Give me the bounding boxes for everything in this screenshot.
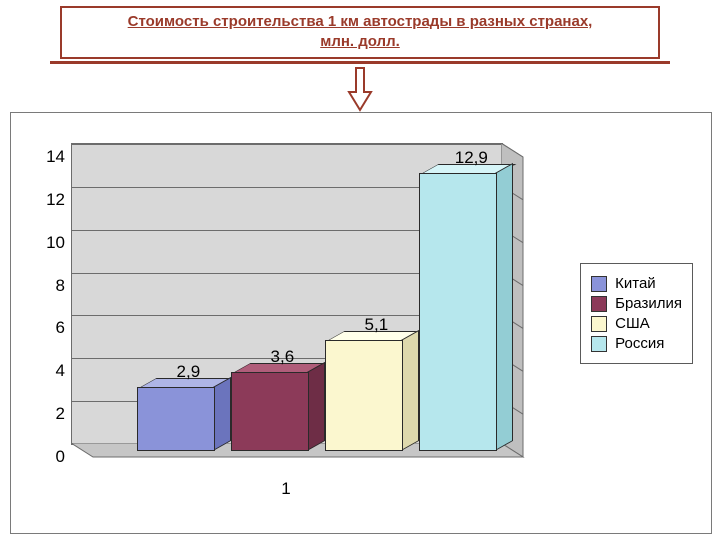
arrow-down [0, 66, 720, 112]
x-axis-label: 1 [71, 479, 501, 499]
legend-label: США [615, 315, 650, 332]
bar-value-label: 12,9 [455, 148, 488, 168]
legend: Китай Бразилия США Россия [580, 263, 693, 364]
legend-swatch [591, 276, 607, 292]
legend-item: Бразилия [591, 295, 682, 312]
legend-label: Россия [615, 335, 664, 352]
bar-value-label: 5,1 [365, 315, 389, 335]
legend-swatch [591, 316, 607, 332]
y-tick-label: 0 [56, 447, 65, 467]
plot-area: 02468101214 2,93,65,112,9 1 [71, 143, 501, 473]
y-tick-label: 2 [56, 404, 65, 424]
y-tick-label: 12 [46, 190, 65, 210]
title-line-2: млн. долл. [70, 32, 650, 52]
legend-label: Бразилия [615, 295, 682, 312]
legend-item: Россия [591, 335, 682, 352]
legend-item: Китай [591, 275, 682, 292]
title-underline [50, 61, 670, 64]
bar-Китай: 2,9 [137, 375, 235, 451]
y-tick-label: 10 [46, 233, 65, 253]
y-axis-labels: 02468101214 [25, 143, 65, 443]
bars-layer: 2,9 3,6 5,1 12,9 [71, 143, 501, 443]
bar-США: 5,1 [325, 328, 423, 451]
legend-swatch [591, 296, 607, 312]
bar-value-label: 3,6 [271, 347, 295, 367]
y-tick-label: 6 [56, 318, 65, 338]
y-tick-label: 14 [46, 147, 65, 167]
bar-value-label: 2,9 [177, 362, 201, 382]
y-tick-label: 8 [56, 276, 65, 296]
y-tick-label: 4 [56, 361, 65, 381]
legend-swatch [591, 336, 607, 352]
bar-Бразилия: 3,6 [231, 360, 329, 451]
chart-container: 02468101214 2,93,65,112,9 1 КитайБразили… [10, 112, 712, 534]
legend-label: Китай [615, 275, 656, 292]
legend-item: США [591, 315, 682, 332]
title-line-1: Стоимость строительства 1 км автострады … [70, 12, 650, 32]
arrow-down-icon [347, 66, 373, 112]
title-box: Стоимость строительства 1 км автострады … [60, 6, 660, 59]
bar-Россия: 12,9 [419, 161, 517, 451]
